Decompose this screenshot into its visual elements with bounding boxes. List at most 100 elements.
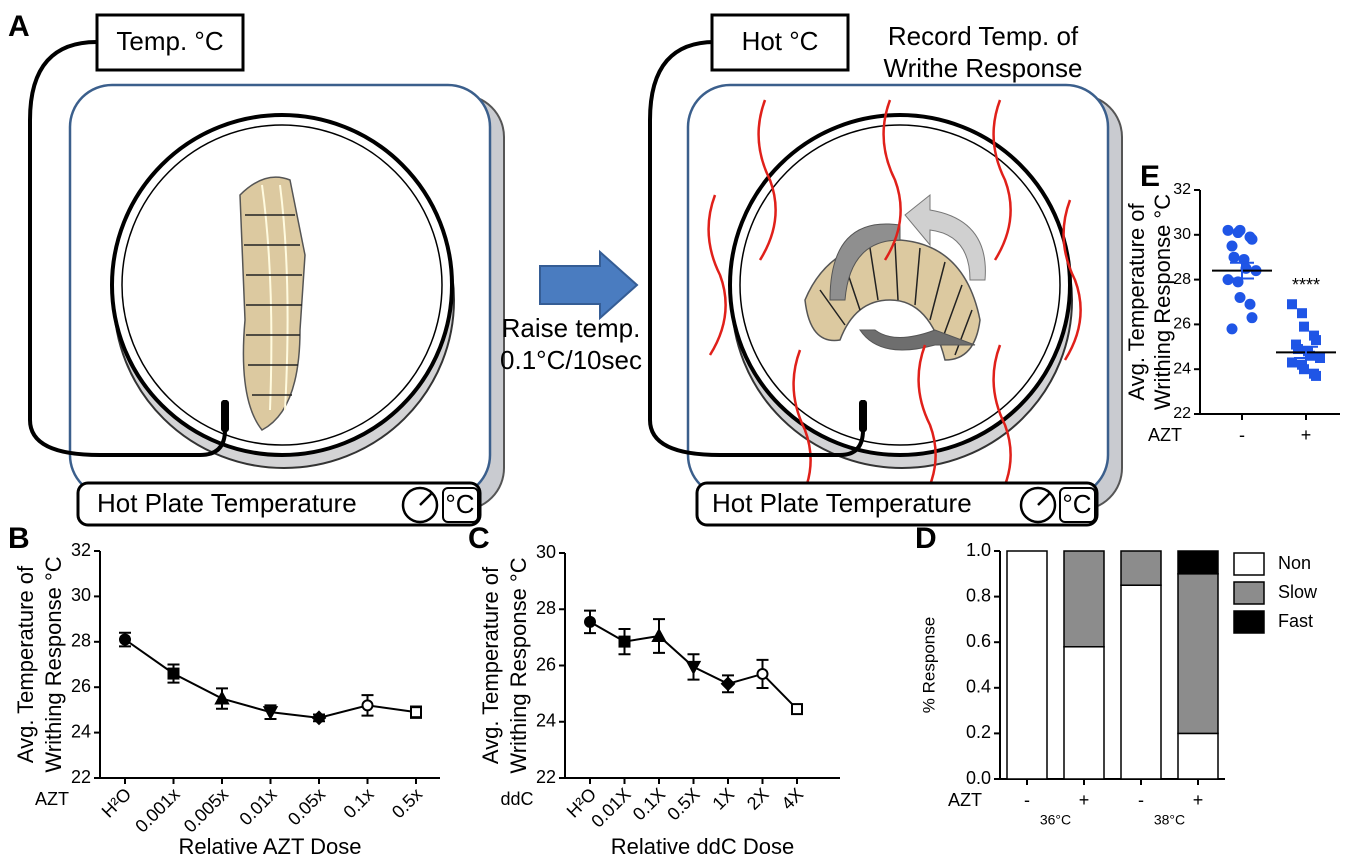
arrow-text: Raise temp. [502, 313, 641, 343]
rotation-arrow [829, 223, 901, 301]
bar-segment [1177, 732, 1219, 780]
x-tick-label: 1X [708, 784, 738, 814]
chart: D 0.0 0.2 0.4 0.6 0.8 1.0 % Response AZT - + - +36°C… [915, 522, 1318, 828]
chart: E 22 24 26 28 30 32 Avg. Temperature of Writhing… [1124, 160, 1340, 445]
bar-segment [1063, 550, 1105, 648]
arrow [539, 249, 639, 321]
y-tick-label: 24 [536, 711, 556, 731]
y-tick-label: 0.2 [966, 722, 991, 742]
y-tick-label: 0.6 [966, 631, 991, 651]
y-axis-label: Writhing Response °C [41, 556, 66, 772]
category-prefix: ddC [500, 789, 533, 809]
marker [167, 667, 180, 680]
probe [859, 400, 867, 432]
point [1293, 344, 1303, 355]
x-tick-label: 0.1X [629, 784, 669, 824]
note: Record Temp. of [888, 21, 1079, 51]
bar-segment [1177, 550, 1219, 575]
y-tick-label: 32 [1173, 181, 1191, 198]
x-tick-label: 4X [777, 784, 807, 814]
rotation-arrow [904, 193, 986, 281]
marker [410, 706, 422, 719]
y-axis-label: Avg. Temperature of [13, 565, 38, 763]
diagram: A Temp. °C Hot Plate Temperature °C Rais… [8, 10, 1123, 527]
y-tick-label: 0.0 [966, 768, 991, 788]
y-tick-label: 22 [536, 767, 556, 787]
point [1299, 364, 1309, 375]
category-prefix: AZT [948, 790, 982, 810]
x-tick-label: - [1024, 790, 1030, 810]
chart: C 22 24 26 28 30 Avg. Temperature of Writhing R… [468, 522, 840, 859]
y-tick-label: 28 [1173, 271, 1191, 288]
x-tick-label: 0.5x [388, 784, 426, 822]
x-axis-label: Relative AZT Dose [178, 834, 361, 859]
x-tick-label: 2X [743, 784, 773, 814]
legend-label: Non [1278, 553, 1311, 573]
y-tick-label: 30 [71, 585, 91, 605]
x-tick-label: 0.001x [131, 784, 183, 836]
x-tick-label: 0.01x [235, 784, 280, 829]
marker [361, 699, 374, 712]
bar-segment [1120, 584, 1162, 780]
x-tick-label: H²O [98, 784, 135, 821]
panel-label: A [8, 10, 30, 43]
marker [651, 627, 667, 642]
point [1246, 233, 1258, 245]
point [1222, 224, 1234, 236]
y-tick-label: 22 [1173, 405, 1191, 422]
y-tick-label: 28 [71, 631, 91, 651]
wire [648, 39, 865, 457]
x-tick-label: 0.05x [284, 784, 329, 829]
group-label: 36°C [1040, 812, 1071, 828]
dial-needle [419, 492, 433, 506]
point [1299, 321, 1309, 332]
point [1246, 312, 1258, 324]
point [1234, 292, 1246, 304]
bar-segment [1120, 550, 1162, 586]
plate-label: Hot Plate Temperature [97, 488, 357, 518]
x-tick-label: + [1193, 790, 1204, 810]
y-tick-label: 32 [71, 540, 91, 560]
y-tick-label: 28 [536, 598, 556, 618]
y-axis-label: Avg. Temperature of [478, 566, 503, 764]
point [1226, 240, 1238, 252]
legend-swatch [1233, 552, 1265, 576]
panel-label: E [1140, 160, 1160, 193]
marker [618, 635, 631, 648]
point [1287, 299, 1297, 310]
y-tick-label: 30 [1173, 226, 1191, 243]
y-tick-label: 30 [536, 542, 556, 562]
dial-needle [1037, 492, 1051, 506]
unit-box [442, 487, 479, 523]
annotation: **** [1292, 275, 1320, 295]
point [1305, 350, 1315, 361]
sem-bar [1230, 261, 1254, 280]
x-tick-label: 0.5X [663, 784, 703, 824]
y-tick-label: 1.0 [966, 540, 991, 560]
point [1315, 353, 1325, 363]
sem-bar [1294, 345, 1318, 359]
y-axis-label: Writhing Response °C [506, 557, 531, 773]
x-axis-label: Relative ddC Dose [611, 834, 794, 859]
x-tick-label: + [1301, 425, 1312, 445]
larva-stripes [261, 184, 289, 411]
probe-label: Temp. °C [116, 26, 223, 56]
y-tick-label: 26 [536, 654, 556, 674]
point [1311, 335, 1321, 346]
marker [262, 706, 279, 721]
y-axis-label: Writhing Response °C [1150, 194, 1175, 410]
panel-label: D [915, 522, 937, 555]
note: Writhe Response [884, 53, 1083, 83]
legend-label: Fast [1278, 611, 1313, 631]
marker [584, 615, 596, 628]
point [1287, 357, 1297, 368]
marker [214, 690, 230, 705]
dish-rim [739, 124, 1061, 446]
y-axis-label: Avg. Temperature of [1124, 202, 1149, 400]
plate-box [76, 481, 482, 527]
x-tick-label: - [1138, 790, 1144, 810]
y-tick-label: 24 [71, 721, 91, 741]
point [1222, 274, 1234, 286]
panel-label: B [8, 522, 30, 555]
